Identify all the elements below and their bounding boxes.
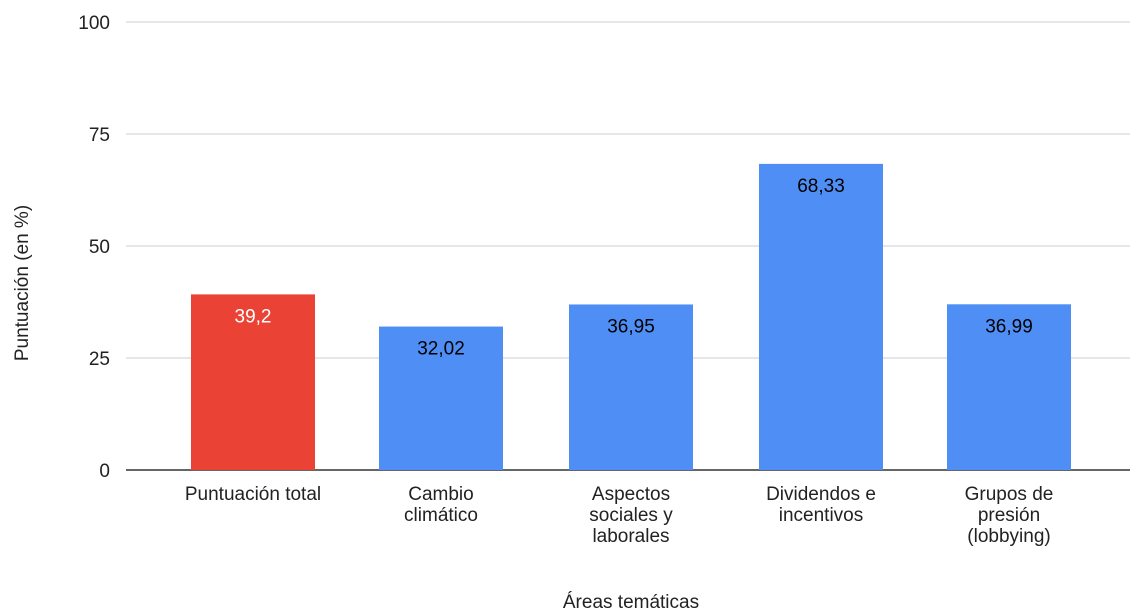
- x-category-label: Grupos de presión (lobbying): [965, 484, 1054, 547]
- bars: [191, 163, 1071, 471]
- x-category-label: Puntuación total: [185, 484, 321, 505]
- data-label: 36,95: [607, 316, 655, 337]
- y-tick-label: 100: [78, 13, 110, 34]
- y-tick-label: 0: [99, 461, 110, 482]
- bar: [759, 163, 883, 471]
- data-label: 36,99: [985, 316, 1033, 337]
- y-tick-label: 25: [89, 349, 110, 370]
- bar: [569, 304, 693, 470]
- bar: [379, 326, 503, 470]
- x-category-label: Aspectos sociales y laborales: [589, 484, 673, 547]
- bar: [191, 294, 315, 470]
- y-axis-title: Puntuación (en %): [12, 205, 33, 361]
- data-label: 32,02: [417, 339, 465, 360]
- y-tick-labels: 0 25 50 75 100: [78, 13, 110, 482]
- data-labels: 39,2 32,02 36,95 68,33 36,99: [235, 176, 1033, 360]
- data-label: 39,2: [235, 306, 272, 327]
- y-tick-label: 50: [89, 237, 110, 258]
- x-category-labels: Puntuación total Cambio climático Aspectos s…: [185, 484, 1054, 547]
- x-category-label: Dividendos e incentivos: [766, 484, 876, 526]
- y-tick-label: 75: [89, 125, 110, 146]
- x-category-label: Cambio climático: [404, 484, 478, 526]
- x-axis-title: Áreas temáticas: [563, 592, 699, 612]
- data-label: 68,33: [797, 176, 845, 197]
- bar: [947, 304, 1071, 470]
